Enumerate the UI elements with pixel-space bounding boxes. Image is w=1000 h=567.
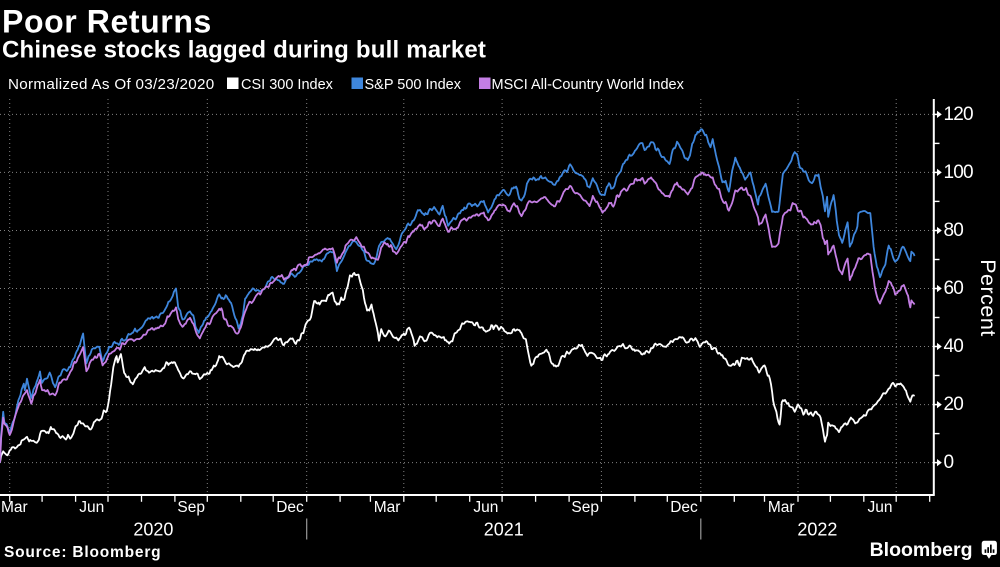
svg-text:Poor Returns: Poor Returns [2, 4, 212, 40]
svg-text:Dec: Dec [276, 499, 304, 516]
svg-text:S&P 500 Index: S&P 500 Index [365, 77, 462, 93]
svg-text:40: 40 [944, 336, 964, 357]
svg-text:Source: Bloomberg: Source: Bloomberg [4, 544, 161, 561]
svg-text:60: 60 [944, 278, 964, 299]
svg-text:CSI 300 Index: CSI 300 Index [241, 77, 334, 93]
svg-text:20: 20 [944, 394, 964, 415]
svg-text:2021: 2021 [484, 520, 524, 540]
svg-text:Jun: Jun [79, 499, 104, 516]
svg-text:Chinese stocks lagged during b: Chinese stocks lagged during bull market [2, 37, 486, 64]
svg-text:Mar: Mar [768, 499, 795, 516]
svg-text:MSCI All-Country World Index: MSCI All-Country World Index [492, 77, 685, 93]
svg-text:Sep: Sep [177, 499, 205, 516]
svg-text:80: 80 [944, 220, 964, 241]
svg-text:120: 120 [944, 104, 974, 125]
svg-text:2020: 2020 [133, 520, 173, 540]
svg-text:Normalized As Of 03/23/2020: Normalized As Of 03/23/2020 [8, 76, 215, 93]
svg-text:100: 100 [944, 162, 974, 183]
svg-text:Bloomberg: Bloomberg [870, 539, 973, 561]
svg-text:Dec: Dec [670, 499, 698, 516]
svg-text:Jun: Jun [473, 499, 498, 516]
svg-text:Mar: Mar [374, 499, 401, 516]
svg-text:Jun: Jun [868, 499, 893, 516]
svg-text:Mar: Mar [1, 499, 28, 516]
svg-text:0: 0 [944, 452, 954, 473]
svg-text:2022: 2022 [797, 520, 837, 540]
svg-text:Percent: Percent [976, 259, 1000, 337]
svg-text:Sep: Sep [571, 499, 599, 516]
